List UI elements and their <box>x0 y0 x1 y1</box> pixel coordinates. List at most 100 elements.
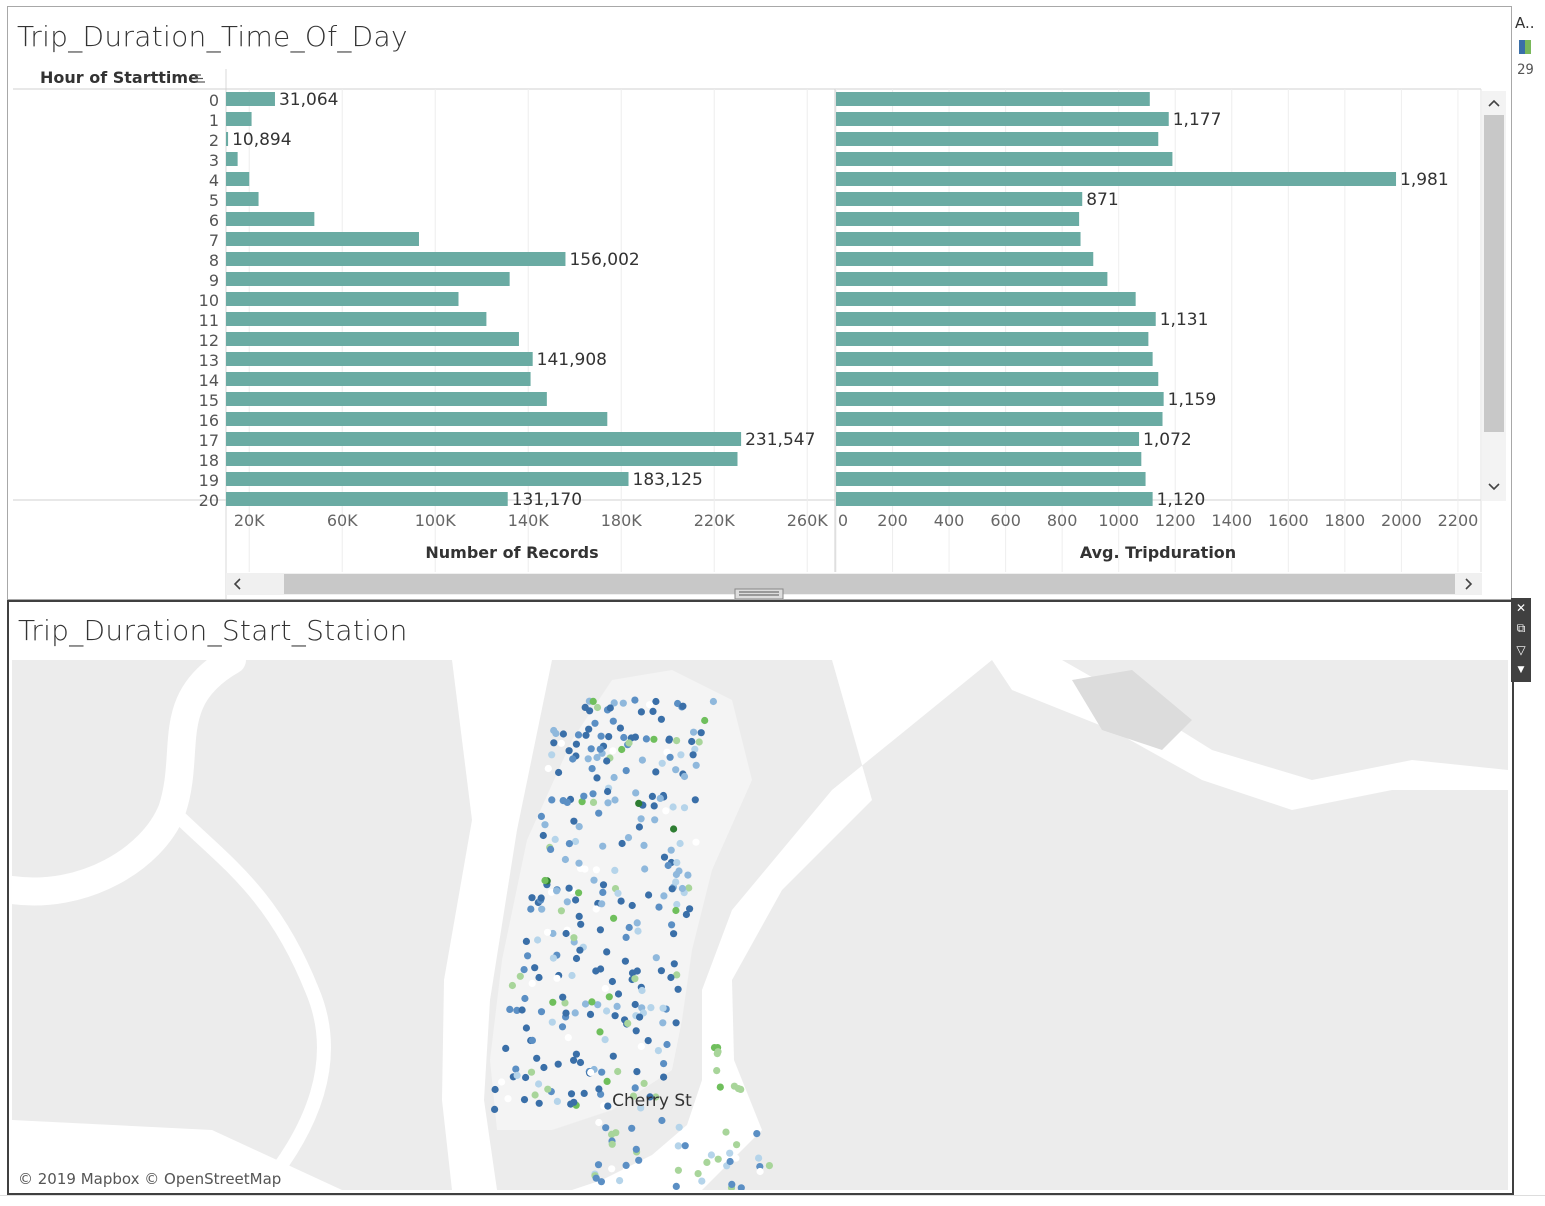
station-dot[interactable] <box>650 802 658 810</box>
station-dot[interactable] <box>593 703 602 712</box>
tripduration-bar[interactable] <box>836 192 1083 206</box>
station-dot[interactable] <box>561 999 569 1007</box>
station-dot[interactable] <box>588 998 596 1006</box>
station-dot[interactable] <box>691 796 699 804</box>
station-dot[interactable] <box>614 990 623 998</box>
station-dot[interactable] <box>714 1155 722 1163</box>
station-dot[interactable] <box>698 1177 706 1185</box>
station-dot[interactable] <box>548 796 556 804</box>
records-bar[interactable] <box>226 472 629 486</box>
station-dot[interactable] <box>631 1084 639 1092</box>
station-dot[interactable] <box>756 1167 764 1176</box>
station-dot[interactable] <box>654 1047 663 1055</box>
station-dot[interactable] <box>575 889 583 897</box>
station-dot[interactable] <box>589 697 597 705</box>
station-dot[interactable] <box>534 936 542 944</box>
station-dot[interactable] <box>640 1079 648 1087</box>
station-dot[interactable] <box>508 981 516 990</box>
station-dot[interactable] <box>684 871 692 879</box>
station-dot[interactable] <box>726 1157 734 1166</box>
station-dot[interactable] <box>730 1082 739 1090</box>
station-dot[interactable] <box>624 834 633 842</box>
station-dot[interactable] <box>598 1068 606 1076</box>
station-dot[interactable] <box>576 1058 585 1067</box>
station-dot[interactable] <box>676 839 684 848</box>
station-dot[interactable] <box>616 1177 624 1185</box>
station-dot[interactable] <box>554 1060 562 1068</box>
station-dot[interactable] <box>674 1166 683 1174</box>
station-dot[interactable] <box>618 839 626 848</box>
station-dot[interactable] <box>620 733 628 742</box>
station-dot[interactable] <box>570 817 578 825</box>
station-dot[interactable] <box>537 894 545 902</box>
station-dot[interactable] <box>580 792 588 800</box>
station-dot[interactable] <box>667 973 675 982</box>
station-dot[interactable] <box>547 845 555 853</box>
station-dot[interactable] <box>555 768 563 777</box>
station-dot[interactable] <box>680 772 689 781</box>
station-dot[interactable] <box>609 717 617 725</box>
station-dot[interactable] <box>603 1077 611 1085</box>
station-dot[interactable] <box>513 1006 521 1014</box>
scroll-right-icon[interactable] <box>1465 578 1473 590</box>
tripduration-bar[interactable] <box>836 212 1080 226</box>
station-dot[interactable] <box>551 835 559 843</box>
station-dot[interactable] <box>613 1002 621 1010</box>
tripduration-bar[interactable] <box>836 132 1159 146</box>
station-dot[interactable] <box>604 799 612 807</box>
station-dot[interactable] <box>535 1080 543 1088</box>
station-dot[interactable] <box>622 767 630 775</box>
station-dot[interactable] <box>631 1000 639 1009</box>
station-dot[interactable] <box>597 1178 606 1186</box>
station-dot[interactable] <box>574 731 583 739</box>
records-bar[interactable] <box>226 292 459 306</box>
station-dot[interactable] <box>690 728 698 736</box>
map-area[interactable]: Cherry St © 2019 Mapbox © OpenStreetMap <box>12 660 1508 1190</box>
station-dot[interactable] <box>652 1093 660 1101</box>
station-dot[interactable] <box>622 1161 630 1169</box>
station-dot[interactable] <box>572 1050 581 1058</box>
station-dot[interactable] <box>597 732 605 740</box>
station-dot[interactable] <box>587 1068 595 1077</box>
station-dot[interactable] <box>635 799 643 807</box>
station-dot[interactable] <box>605 993 613 1001</box>
station-dot[interactable] <box>695 738 703 746</box>
station-dot[interactable] <box>765 1162 774 1170</box>
station-dot[interactable] <box>629 1092 638 1100</box>
records-bar[interactable] <box>226 352 533 366</box>
station-dot[interactable] <box>688 737 696 746</box>
station-dot[interactable] <box>665 736 673 744</box>
station-dot[interactable] <box>592 905 600 913</box>
station-dot[interactable] <box>737 1085 745 1093</box>
map-attribution[interactable]: © 2019 Mapbox © OpenStreetMap <box>18 1170 281 1188</box>
station-dot[interactable] <box>691 745 699 753</box>
tripduration-bar[interactable] <box>836 272 1108 286</box>
station-dot[interactable] <box>603 948 611 956</box>
station-dot[interactable] <box>646 701 654 709</box>
station-dot[interactable] <box>674 1142 682 1150</box>
station-dot[interactable] <box>595 1118 603 1127</box>
station-dot[interactable] <box>609 1052 617 1060</box>
station-dot[interactable] <box>647 1004 655 1012</box>
records-bar[interactable] <box>226 452 738 466</box>
station-dot[interactable] <box>619 699 627 707</box>
station-dot[interactable] <box>513 1071 521 1079</box>
tripduration-bar[interactable] <box>836 332 1149 346</box>
station-dot[interactable] <box>631 975 639 983</box>
tripduration-bar[interactable] <box>836 152 1173 166</box>
station-dot[interactable] <box>549 954 558 962</box>
station-dot[interactable] <box>565 747 573 755</box>
tripduration-bar[interactable] <box>836 312 1156 326</box>
station-dot[interactable] <box>625 923 633 932</box>
station-dot[interactable] <box>651 816 659 824</box>
tripduration-bar[interactable] <box>836 372 1159 386</box>
station-dot[interactable] <box>628 901 636 910</box>
station-dot[interactable] <box>673 971 681 979</box>
scroll-down-icon[interactable] <box>1488 483 1500 491</box>
station-dot[interactable] <box>575 823 583 831</box>
station-dot[interactable] <box>596 1028 604 1036</box>
station-dot[interactable] <box>737 1184 745 1190</box>
station-dot[interactable] <box>565 884 573 892</box>
station-dot[interactable] <box>599 888 607 896</box>
station-dot[interactable] <box>658 759 666 767</box>
